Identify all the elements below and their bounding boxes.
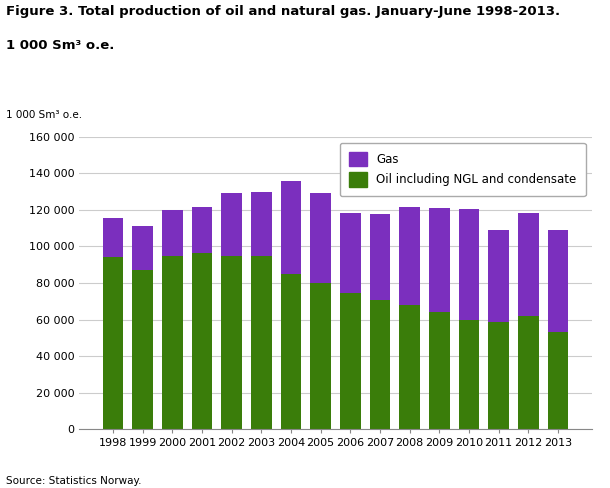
Bar <box>162 256 183 429</box>
Bar <box>192 207 212 253</box>
Bar <box>310 283 331 429</box>
Bar <box>221 193 242 256</box>
Bar <box>429 208 450 312</box>
Bar <box>370 214 390 300</box>
Bar <box>251 191 271 256</box>
Bar <box>102 218 123 258</box>
Bar <box>132 226 153 270</box>
Bar <box>102 258 123 429</box>
Bar <box>518 213 539 316</box>
Bar <box>281 181 301 274</box>
Bar <box>370 300 390 429</box>
Bar <box>221 256 242 429</box>
Bar <box>488 230 509 323</box>
Bar <box>459 209 479 320</box>
Bar <box>132 270 153 429</box>
Bar <box>518 316 539 429</box>
Bar <box>429 312 450 429</box>
Bar <box>281 274 301 429</box>
Bar <box>340 213 361 293</box>
Text: Figure 3. Total production of oil and natural gas. January-June 1998-2013.: Figure 3. Total production of oil and na… <box>6 5 560 18</box>
Bar <box>548 332 569 429</box>
Bar <box>310 193 331 283</box>
Bar <box>548 230 569 332</box>
Legend: Gas, Oil including NGL and condensate: Gas, Oil including NGL and condensate <box>340 142 586 196</box>
Text: 1 000 Sm³ o.e.: 1 000 Sm³ o.e. <box>6 39 115 52</box>
Text: 1 000 Sm³ o.e.: 1 000 Sm³ o.e. <box>6 110 82 120</box>
Text: Source: Statistics Norway.: Source: Statistics Norway. <box>6 476 142 486</box>
Bar <box>400 207 420 305</box>
Bar <box>459 320 479 429</box>
Bar <box>162 210 183 256</box>
Bar <box>400 305 420 429</box>
Bar <box>192 253 212 429</box>
Bar <box>488 323 509 429</box>
Bar <box>251 256 271 429</box>
Bar <box>340 293 361 429</box>
